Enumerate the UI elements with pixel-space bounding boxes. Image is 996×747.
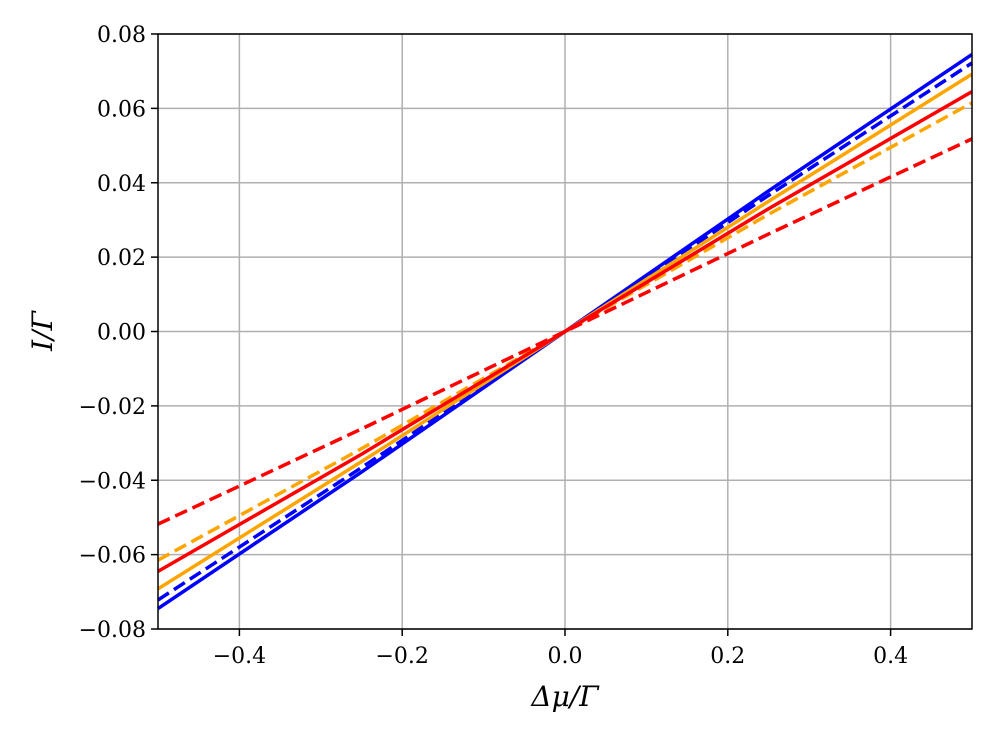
- y-tick-label: 0.02: [97, 246, 146, 271]
- y-tick-label: 0.06: [97, 97, 146, 122]
- y-tick-label: 0.04: [97, 172, 146, 197]
- y-tick-label: −0.02: [79, 395, 146, 420]
- series-line-6: [157, 137, 973, 526]
- y-tick-label: −0.08: [79, 618, 146, 643]
- x-tick-label: −0.4: [213, 644, 266, 669]
- x-tick-label: −0.2: [375, 644, 428, 669]
- x-tick-label: 0.2: [710, 644, 745, 669]
- x-axis-label: Δμ/Γ: [530, 680, 600, 713]
- series-line-5: [157, 90, 973, 573]
- y-axis-label: I/Γ: [26, 309, 59, 351]
- x-tick-label: 0.0: [548, 644, 583, 669]
- y-tick-label: 0.08: [97, 23, 146, 48]
- x-tick-label: 0.4: [873, 644, 908, 669]
- y-axis-ticks: −0.08 −0.06 −0.04 −0.02 0.00 0.02 0.04 0.06 0.08: [79, 23, 158, 643]
- series-lines: [157, 52, 973, 611]
- y-tick-label: −0.04: [79, 469, 146, 494]
- y-tick-label: −0.06: [79, 544, 146, 569]
- x-axis-ticks: −0.4 −0.2 0.0 0.2 0.4: [213, 629, 908, 669]
- y-tick-label: 0.00: [97, 321, 146, 346]
